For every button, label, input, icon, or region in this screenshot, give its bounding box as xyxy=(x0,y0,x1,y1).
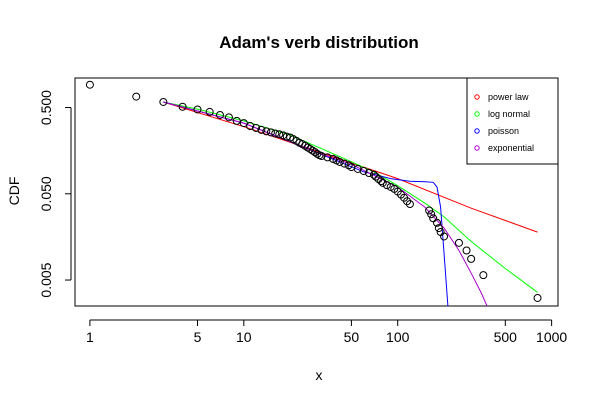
data-point xyxy=(340,159,349,168)
data-point xyxy=(434,224,443,233)
plot-frame xyxy=(74,77,559,307)
data-point xyxy=(467,254,476,263)
data-point xyxy=(335,157,344,166)
data-point xyxy=(282,132,291,141)
data-point xyxy=(132,92,141,101)
data-point xyxy=(205,107,214,116)
legend-marker xyxy=(474,128,480,134)
data-point xyxy=(232,116,241,125)
legend-marker xyxy=(474,111,480,117)
data-point xyxy=(313,149,322,158)
data-point xyxy=(369,170,378,179)
legend-label: power law xyxy=(488,92,529,102)
data-point xyxy=(405,200,414,209)
data-point xyxy=(479,271,488,280)
x-tick-label: 10 xyxy=(236,329,252,345)
data-point xyxy=(454,238,463,247)
data-point xyxy=(215,110,224,119)
plot-area: 1 5 10 50 100 500 1000 0.005 0.050 0.500 power law… xyxy=(38,77,567,345)
series-line-exponential xyxy=(163,101,488,306)
legend-label: exponential xyxy=(488,143,534,153)
data-point xyxy=(364,169,373,178)
x-tick-label: 1000 xyxy=(536,329,567,345)
data-point xyxy=(427,210,436,219)
data-point xyxy=(262,127,271,136)
x-axis-label: x xyxy=(316,367,323,383)
data-point xyxy=(178,102,187,111)
data-point xyxy=(257,125,266,134)
data-point xyxy=(403,197,412,206)
data-point xyxy=(317,152,326,161)
legend-marker xyxy=(474,94,480,100)
data-point xyxy=(271,129,280,138)
data-point xyxy=(239,119,248,128)
data-point xyxy=(275,130,284,139)
x-tick-label: 500 xyxy=(494,329,518,345)
data-point xyxy=(440,232,449,241)
legend-label: log normal xyxy=(488,109,530,119)
data-point xyxy=(266,128,275,137)
data-point xyxy=(246,122,255,131)
data-point xyxy=(371,172,380,181)
data-point xyxy=(193,105,202,114)
data-point xyxy=(159,97,168,106)
data-point xyxy=(433,218,442,227)
data-point xyxy=(377,177,386,186)
legend-marker xyxy=(474,145,480,151)
series-line-log-normal xyxy=(163,101,538,293)
data-point xyxy=(252,123,261,132)
x-tick-label: 100 xyxy=(386,329,410,345)
data-point xyxy=(382,181,391,190)
data-point xyxy=(323,153,332,162)
data-point xyxy=(378,178,387,187)
data-point xyxy=(462,246,471,255)
x-tick-label: 1 xyxy=(86,329,94,345)
x-tick-label: 5 xyxy=(194,329,202,345)
y-axis-label: CDF xyxy=(6,177,22,206)
data-point xyxy=(85,80,94,89)
y-tick-label: 0.500 xyxy=(38,90,54,125)
data-point xyxy=(224,113,233,122)
chart-title: Adam's verb distribution xyxy=(219,33,419,52)
x-tick-label: 50 xyxy=(344,329,360,345)
data-point xyxy=(533,293,542,302)
data-point xyxy=(353,164,362,173)
legend-box xyxy=(466,77,559,165)
data-point xyxy=(279,131,288,140)
y-tick-label: 0.005 xyxy=(38,262,54,297)
y-tick-label: 0.050 xyxy=(38,176,54,211)
data-point xyxy=(359,166,368,175)
legend-label: poisson xyxy=(488,126,519,136)
